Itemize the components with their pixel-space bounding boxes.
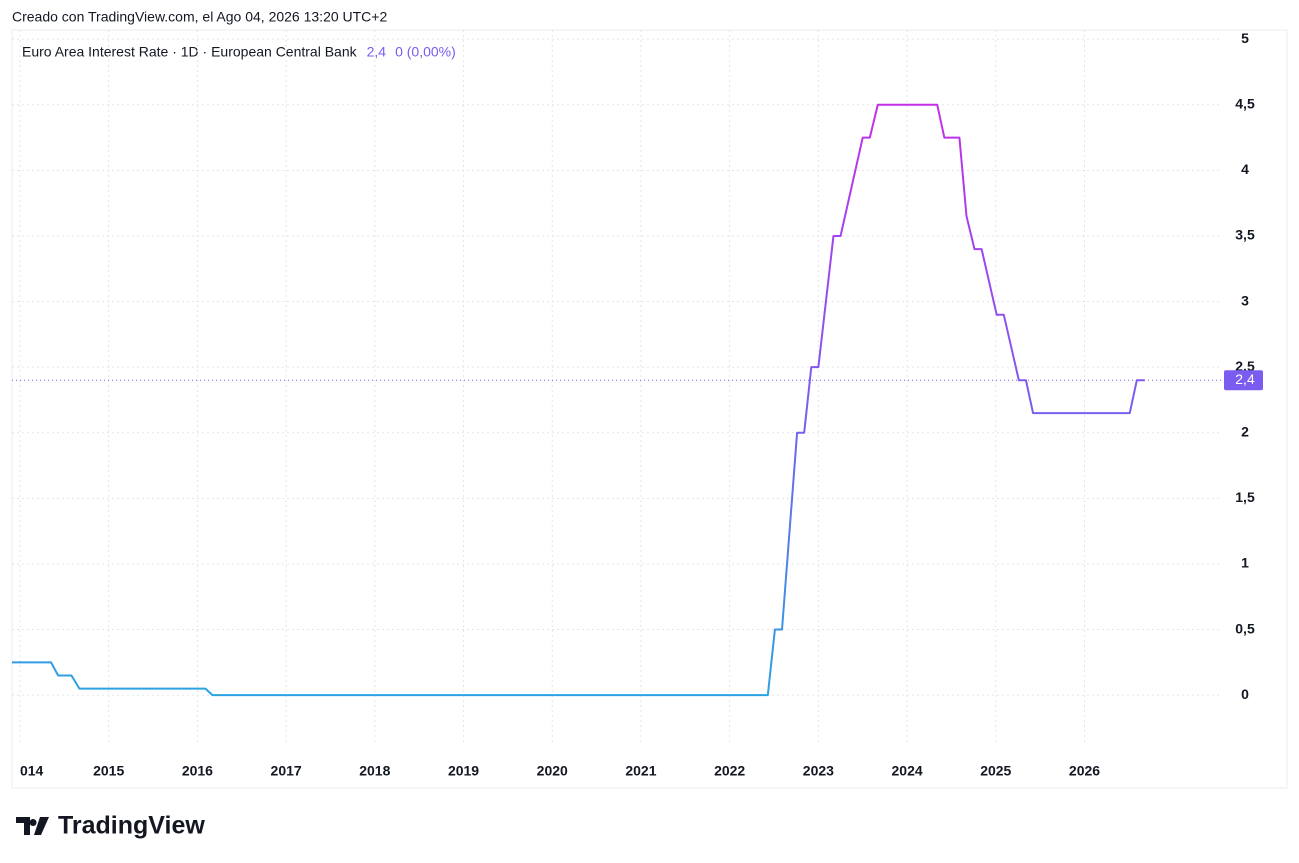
y-tick-label: 3,5 (1235, 227, 1255, 243)
credit: Creado con TradingView.com, el Ago 04, 2… (12, 9, 387, 25)
y-tick-label: 1 (1241, 555, 1249, 571)
legend-value: 2,4 (367, 44, 387, 60)
x-tick-label: 2022 (714, 763, 745, 779)
x-tick-label: 2019 (448, 763, 479, 779)
y-tick-label: 0 (1241, 686, 1249, 702)
chart-frame (11, 29, 1288, 789)
last-value-label: 2,4 (1235, 371, 1255, 387)
logo-text: TradingView (58, 812, 205, 840)
y-tick-label: 2 (1241, 423, 1249, 439)
y-tick-label: 0,5 (1235, 620, 1255, 636)
x-tick-label: 2017 (271, 763, 302, 779)
logo-icon (16, 817, 49, 835)
x-tick-label: 2020 (537, 763, 568, 779)
legend-change: 0 (0,00%) (395, 44, 456, 60)
x-tick-label: 2025 (980, 763, 1011, 779)
x-tick-label: 2021 (625, 763, 656, 779)
x-tick-label: 2026 (1069, 763, 1100, 779)
x-tick-label: 014 (20, 763, 44, 779)
logo: TradingView (16, 812, 205, 840)
x-tick-label: 2016 (182, 763, 213, 779)
series-line (12, 103, 1145, 697)
last-value-box (1224, 370, 1263, 391)
x-tick-label: 2018 (359, 763, 390, 779)
y-tick-label: 4,5 (1235, 95, 1255, 111)
y-tick-label: 2,5 (1235, 358, 1255, 374)
y-tick-label: 5 (1241, 30, 1249, 46)
y-tick-label: 1,5 (1235, 489, 1255, 505)
y-tick-label: 4 (1241, 161, 1249, 177)
x-tick-label: 2024 (892, 763, 923, 779)
legend-title: Euro Area Interest Rate · 1D · European … (22, 44, 358, 60)
x-tick-label: 2015 (93, 763, 124, 779)
y-tick-label: 3 (1241, 292, 1249, 308)
x-tick-label: 2023 (803, 763, 834, 779)
